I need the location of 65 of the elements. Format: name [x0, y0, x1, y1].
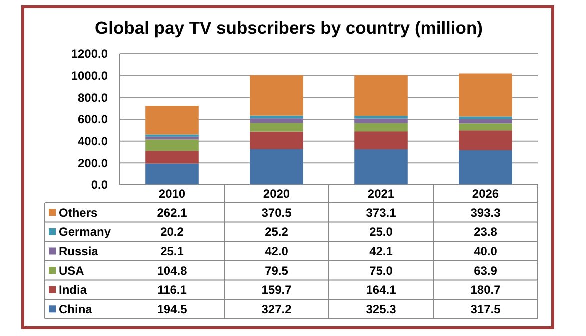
- data-label: 116.1: [158, 283, 188, 298]
- legend-label: USA: [59, 264, 85, 278]
- y-tick-label: 1200.0: [71, 47, 108, 62]
- bar: [354, 118, 408, 124]
- legend-label: Others: [59, 206, 98, 220]
- bar: [459, 124, 512, 131]
- bar: [354, 116, 408, 119]
- data-label: 393.3: [470, 206, 502, 220]
- data-label: 262.1: [157, 206, 188, 220]
- data-label: 40.0: [474, 244, 498, 258]
- data-label: 370.5: [262, 206, 292, 220]
- bar: [146, 151, 199, 164]
- data-label: 42.1: [370, 244, 394, 258]
- data-label: 327.2: [262, 302, 292, 316]
- data-label: 79.5: [265, 264, 289, 278]
- data-label: 180.7: [470, 283, 502, 298]
- bar: [354, 149, 408, 185]
- bar: [354, 123, 408, 132]
- y-tick-label: 1000.0: [71, 69, 108, 84]
- bar: [250, 132, 304, 150]
- bar: [250, 123, 304, 132]
- y-tick-label: 600.0: [78, 112, 108, 127]
- bar: [250, 149, 304, 185]
- data-label: 75.0: [370, 264, 394, 278]
- y-tick-label: 200.0: [78, 156, 108, 170]
- bar: [459, 130, 512, 150]
- legend-label: Germany: [59, 225, 112, 240]
- legend-label: Russia: [59, 244, 99, 258]
- legend-label: India: [59, 283, 88, 298]
- data-label: 373.1: [366, 206, 397, 220]
- x-tick-label: 2010: [158, 187, 186, 202]
- bar: [459, 116, 512, 120]
- data-label: 194.5: [157, 302, 188, 316]
- data-label: 42.0: [265, 244, 289, 258]
- data-label: 164.1: [366, 283, 397, 298]
- bar: [354, 132, 408, 150]
- bar: [146, 164, 199, 185]
- data-label: 25.2: [265, 225, 289, 240]
- bar: [250, 118, 304, 124]
- bar: [146, 136, 199, 140]
- y-tick-label: 400.0: [78, 134, 108, 149]
- x-tick-label: 2020: [263, 187, 290, 202]
- bar: [146, 106, 199, 135]
- y-tick-label: 800.0: [78, 90, 108, 105]
- x-tick-label: 2026: [472, 187, 500, 202]
- data-label: 20.2: [160, 225, 184, 240]
- data-label: 63.9: [474, 264, 498, 278]
- bar: [459, 119, 512, 124]
- bar: [459, 150, 512, 185]
- chart-title: Global pay TV subscribers by country (million): [95, 18, 483, 38]
- bar: [459, 74, 512, 117]
- x-tick-label: 2021: [368, 187, 395, 202]
- data-label: 25.0: [370, 225, 394, 240]
- data-label: 317.5: [470, 302, 502, 316]
- bar: [250, 116, 304, 119]
- data-label: 25.1: [160, 244, 184, 258]
- y-tick-label: 0.0: [91, 178, 108, 192]
- data-label: 23.8: [474, 225, 498, 240]
- legend-label: China: [59, 302, 93, 316]
- data-label: 325.3: [366, 302, 397, 316]
- bar: [146, 140, 199, 152]
- data-label: 104.8: [157, 264, 188, 278]
- data-label: 159.7: [262, 283, 292, 298]
- bar: [250, 75, 304, 116]
- bar: [354, 75, 408, 116]
